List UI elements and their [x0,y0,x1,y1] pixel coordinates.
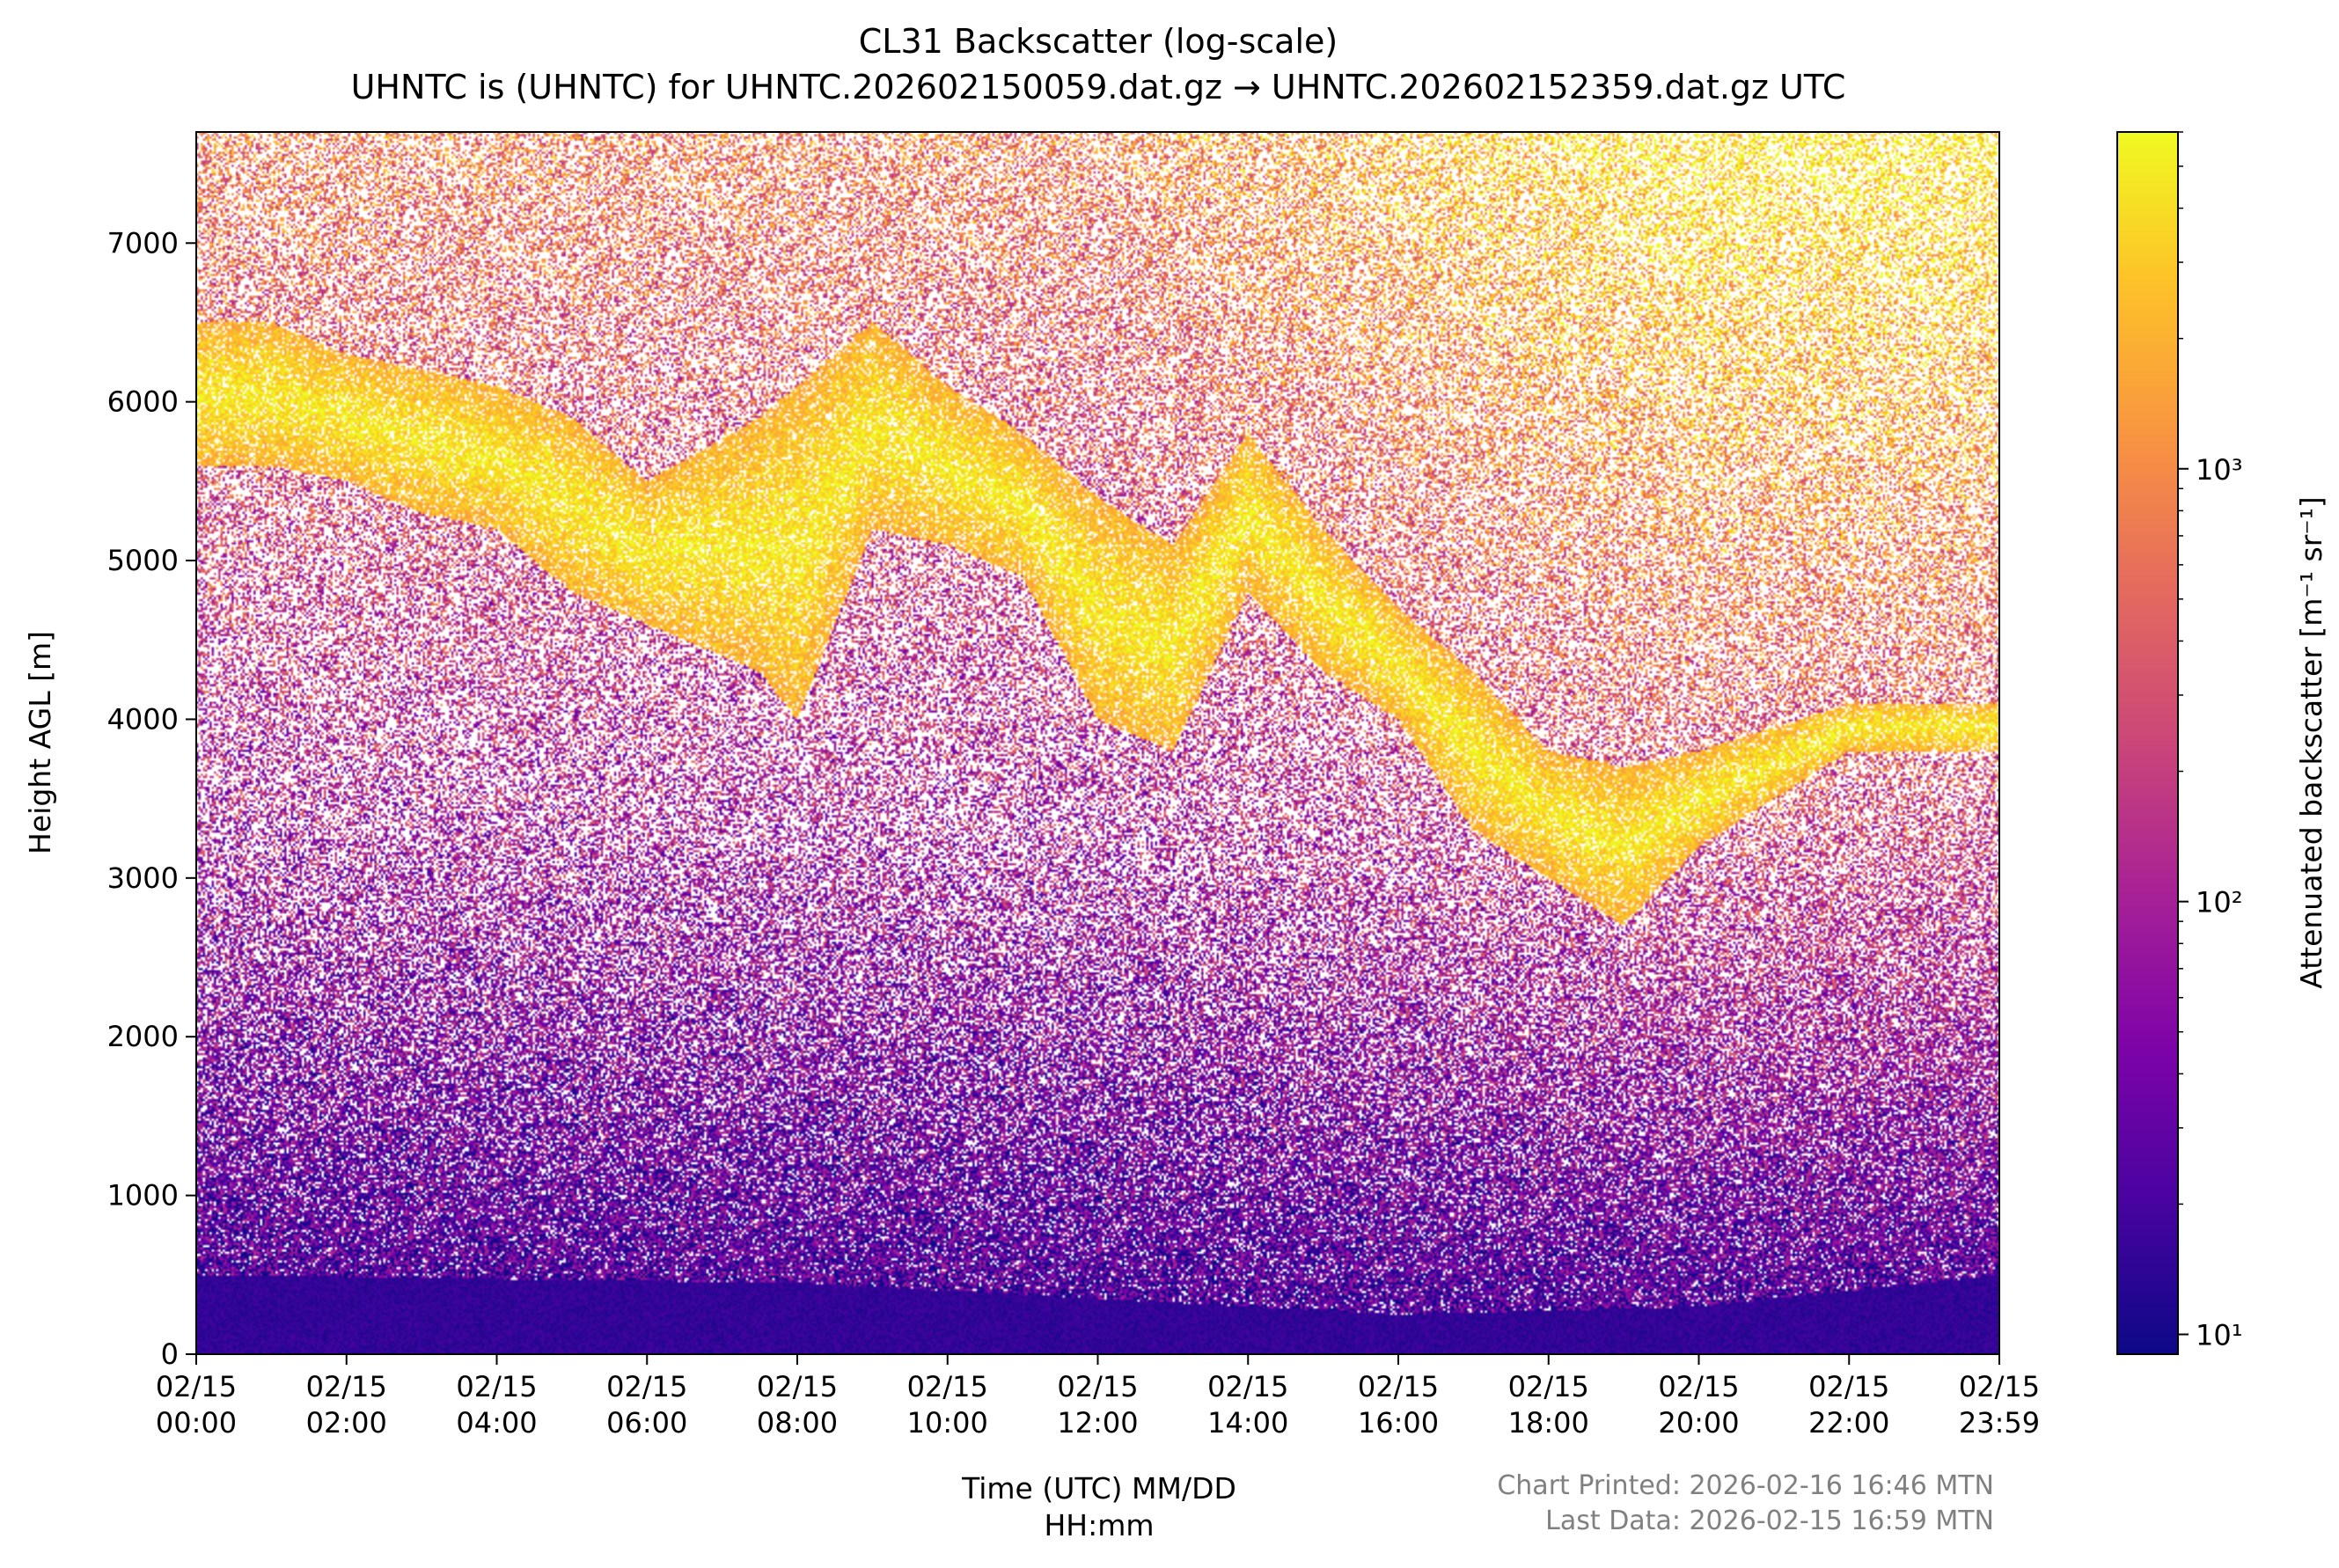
backscatter-heatmap [196,132,1999,1354]
chart-printed-note: Chart Printed: 2026-02-16 16:46 MTN [1497,1470,1994,1501]
y-axis-label: Height AGL [m] [23,631,57,854]
x-axis-label-line1: Time (UTC) MM/DD [961,1471,1236,1506]
x-tick-time: 16:00 [1358,1406,1439,1440]
y-tick-label: 6000 [107,385,179,419]
x-tick-date: 02/15 [456,1370,537,1403]
colorbar-tick-label: 10¹ [2196,1318,2243,1352]
x-tick-date: 02/15 [907,1370,988,1403]
x-tick-date: 02/15 [606,1370,687,1403]
x-tick-time: 04:00 [456,1406,537,1440]
x-tick-time: 22:00 [1808,1406,1889,1440]
x-tick-time: 00:00 [156,1406,237,1440]
x-tick-date: 02/15 [1358,1370,1439,1403]
colorbar-gradient [2116,131,2179,1355]
x-axis-label-line2: HH:mm [1044,1508,1154,1542]
y-tick-label: 7000 [107,226,179,260]
y-tick-label: 5000 [107,544,179,577]
x-tick-date: 02/15 [1508,1370,1589,1403]
y-axis: 0 1000 2000 3000 4000 5000 6000 7000 [107,226,196,1371]
colorbar-tick-label: 10² [2196,886,2243,920]
x-tick-time: 10:00 [907,1406,988,1440]
x-tick-date: 02/15 [306,1370,387,1403]
chart-title: CL31 Backscatter (log-scale) [859,22,1338,61]
x-tick-time: 02:00 [306,1406,387,1440]
y-tick-label: 0 [161,1337,179,1371]
x-tick-date: 02/15 [1057,1370,1138,1403]
x-tick-time: 20:00 [1658,1406,1739,1440]
x-tick-date: 02/15 [1959,1370,2040,1403]
x-tick-time: 18:00 [1508,1406,1589,1440]
x-axis: 02/1500:0002/1502:0002/1504:0002/1506:00… [156,1354,2040,1440]
plot-area [195,131,2000,1355]
y-tick-label: 3000 [107,861,179,895]
y-tick-label: 2000 [107,1020,179,1053]
x-tick-date: 02/15 [757,1370,838,1403]
y-tick-label: 1000 [107,1179,179,1213]
x-tick-time: 08:00 [757,1406,838,1440]
x-tick-date: 02/15 [1658,1370,1739,1403]
y-tick-label: 4000 [107,702,179,736]
x-tick-time: 14:00 [1207,1406,1288,1440]
x-tick-date: 02/15 [1808,1370,1889,1403]
last-data-note: Last Data: 2026-02-15 16:59 MTN [1545,1506,1994,1536]
x-tick-time: 23:59 [1959,1406,2040,1440]
x-tick-time: 12:00 [1057,1406,1138,1440]
colorbar-label: Attenuated backscatter [m⁻¹ sr⁻¹] [2294,496,2328,989]
colorbar-tick-label: 10³ [2196,453,2243,487]
colorbar: 10¹ 10² 10³ [2116,131,2243,1355]
chart-subtitle: UHNTC is (UHNTC) for UHNTC.202602150059.… [351,68,1846,106]
x-tick-date: 02/15 [1207,1370,1288,1403]
x-tick-time: 06:00 [606,1406,687,1440]
x-tick-date: 02/15 [156,1370,237,1403]
